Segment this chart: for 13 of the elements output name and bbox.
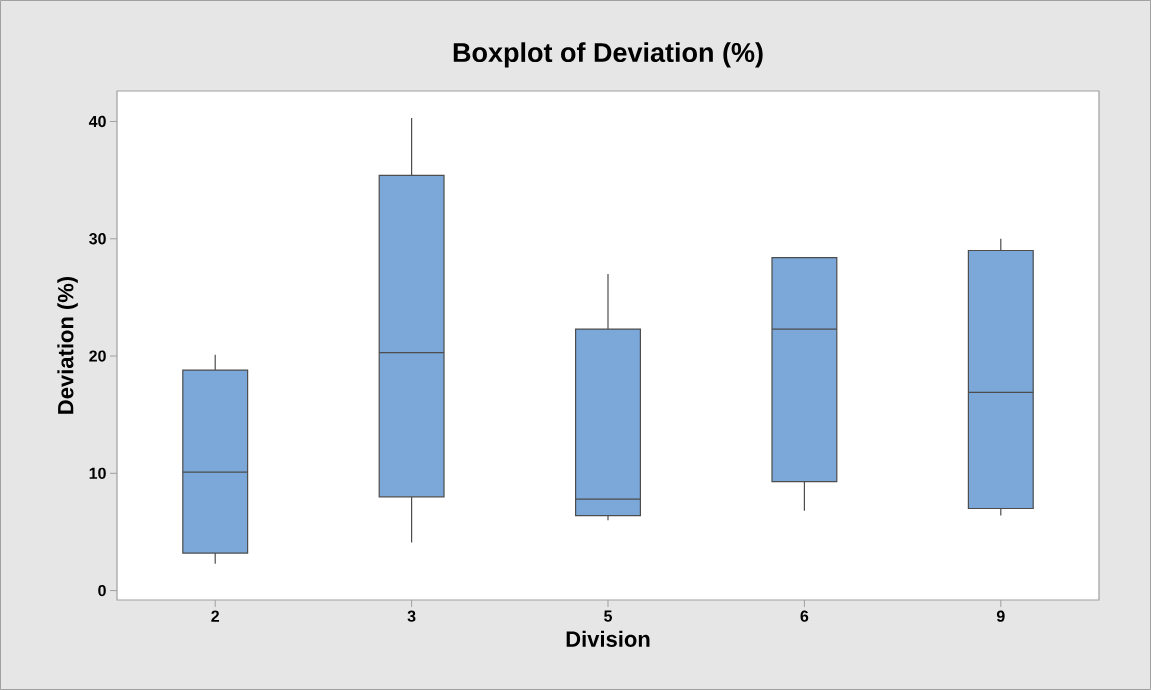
y-tick-label: 10 bbox=[89, 467, 106, 479]
y-axis-title: Deviation (%) bbox=[57, 276, 78, 414]
x-tick-label: 3 bbox=[407, 610, 416, 622]
x-tick-label: 6 bbox=[800, 610, 809, 622]
y-tick-label: 0 bbox=[98, 584, 106, 597]
x-tick-label: 5 bbox=[604, 610, 613, 622]
y-tick-label: 20 bbox=[89, 350, 106, 362]
y-tick-label: 40 bbox=[88, 115, 106, 128]
x-tick-label: 2 bbox=[211, 610, 220, 622]
x-axis-title: Division bbox=[566, 630, 650, 647]
x-tick-label: 9 bbox=[996, 610, 1005, 622]
y-tick-label: 30 bbox=[89, 233, 106, 245]
chart-title: Boxplot of Deviation (%) bbox=[453, 42, 763, 68]
